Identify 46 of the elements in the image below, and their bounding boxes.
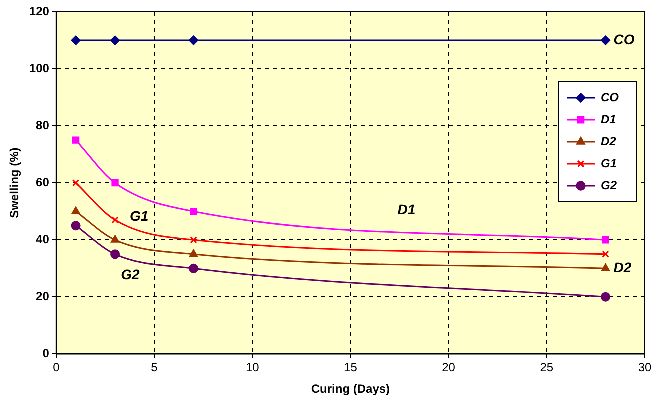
point xyxy=(72,206,80,214)
legend-label: D1 xyxy=(601,112,617,126)
annotation: D2 xyxy=(614,260,632,276)
x-tick-label: 25 xyxy=(540,360,554,375)
y-tick-label: 60 xyxy=(36,175,50,190)
annotation: CO xyxy=(614,31,635,48)
y-tick-label: 120 xyxy=(29,4,50,18)
y-tick-label: 0 xyxy=(42,346,50,361)
x-tick-label: 20 xyxy=(442,360,456,375)
x-tick-label: 0 xyxy=(53,360,60,375)
x-tick-label: 5 xyxy=(151,360,158,375)
annotation: G1 xyxy=(130,208,149,224)
point xyxy=(190,236,198,244)
x-tick-label: 30 xyxy=(638,360,652,375)
point xyxy=(111,235,120,243)
legend-label: CO xyxy=(601,90,620,104)
y-tick-label: 40 xyxy=(36,232,50,246)
point xyxy=(602,250,610,258)
point xyxy=(72,180,80,187)
legend-label: D2 xyxy=(601,134,617,148)
x-tick-label: 15 xyxy=(344,360,358,375)
y-tick-label: 100 xyxy=(29,61,50,76)
point xyxy=(190,250,198,258)
point xyxy=(601,36,611,46)
point xyxy=(72,136,80,144)
legend-label: G2 xyxy=(601,178,618,192)
point xyxy=(71,36,81,46)
point xyxy=(112,180,119,187)
point xyxy=(602,264,610,272)
x-axis-title: Curing (Days) xyxy=(311,382,390,396)
point xyxy=(110,250,120,260)
y-tick-label: 20 xyxy=(36,289,50,304)
y-axis-title: Swelling (%) xyxy=(8,148,22,218)
legend-label: G1 xyxy=(601,156,618,170)
point xyxy=(189,36,199,46)
point xyxy=(71,221,81,231)
y-tick-label: 80 xyxy=(36,118,50,132)
point xyxy=(110,36,120,46)
annotation: D1 xyxy=(398,201,416,218)
point xyxy=(190,208,198,216)
point xyxy=(189,264,199,274)
point xyxy=(602,236,610,244)
point xyxy=(601,292,611,302)
annotation: G2 xyxy=(121,266,140,282)
x-tick-label: 10 xyxy=(246,360,260,375)
point xyxy=(112,216,119,224)
